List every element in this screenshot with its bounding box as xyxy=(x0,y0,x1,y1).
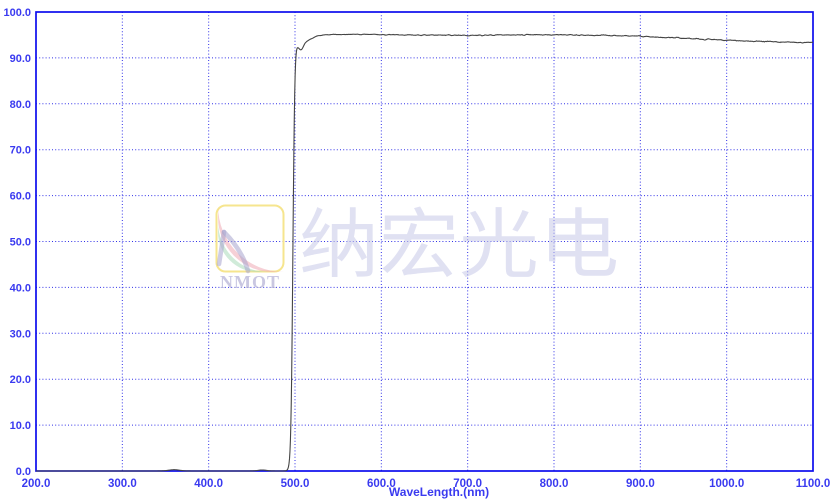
svg-text:10.0: 10.0 xyxy=(10,420,31,432)
svg-text:900.0: 900.0 xyxy=(626,478,655,490)
svg-text:纳宏光电: 纳宏光电 xyxy=(299,183,619,293)
svg-text:50.0: 50.0 xyxy=(10,237,31,249)
svg-text:400.0: 400.0 xyxy=(194,478,223,490)
svg-text:500.0: 500.0 xyxy=(281,478,310,490)
svg-text:200.0: 200.0 xyxy=(22,478,51,490)
svg-text:1000.0: 1000.0 xyxy=(709,478,744,490)
svg-text:70.0: 70.0 xyxy=(10,145,31,157)
svg-text:20.0: 20.0 xyxy=(10,374,31,386)
svg-text:1100.0: 1100.0 xyxy=(796,478,831,490)
svg-text:300.0: 300.0 xyxy=(108,478,137,490)
svg-text:90.0: 90.0 xyxy=(10,53,31,65)
svg-text:80.0: 80.0 xyxy=(10,99,31,111)
svg-text:30.0: 30.0 xyxy=(10,328,31,340)
svg-text:WaveLength.(nm): WaveLength.(nm) xyxy=(389,485,489,499)
svg-text:0.0: 0.0 xyxy=(16,466,31,478)
svg-text:40.0: 40.0 xyxy=(10,282,31,294)
svg-text:800.0: 800.0 xyxy=(540,478,569,490)
svg-text:100.0: 100.0 xyxy=(3,7,31,19)
svg-text:NMOT: NMOT xyxy=(220,272,280,292)
svg-text:60.0: 60.0 xyxy=(10,191,31,203)
